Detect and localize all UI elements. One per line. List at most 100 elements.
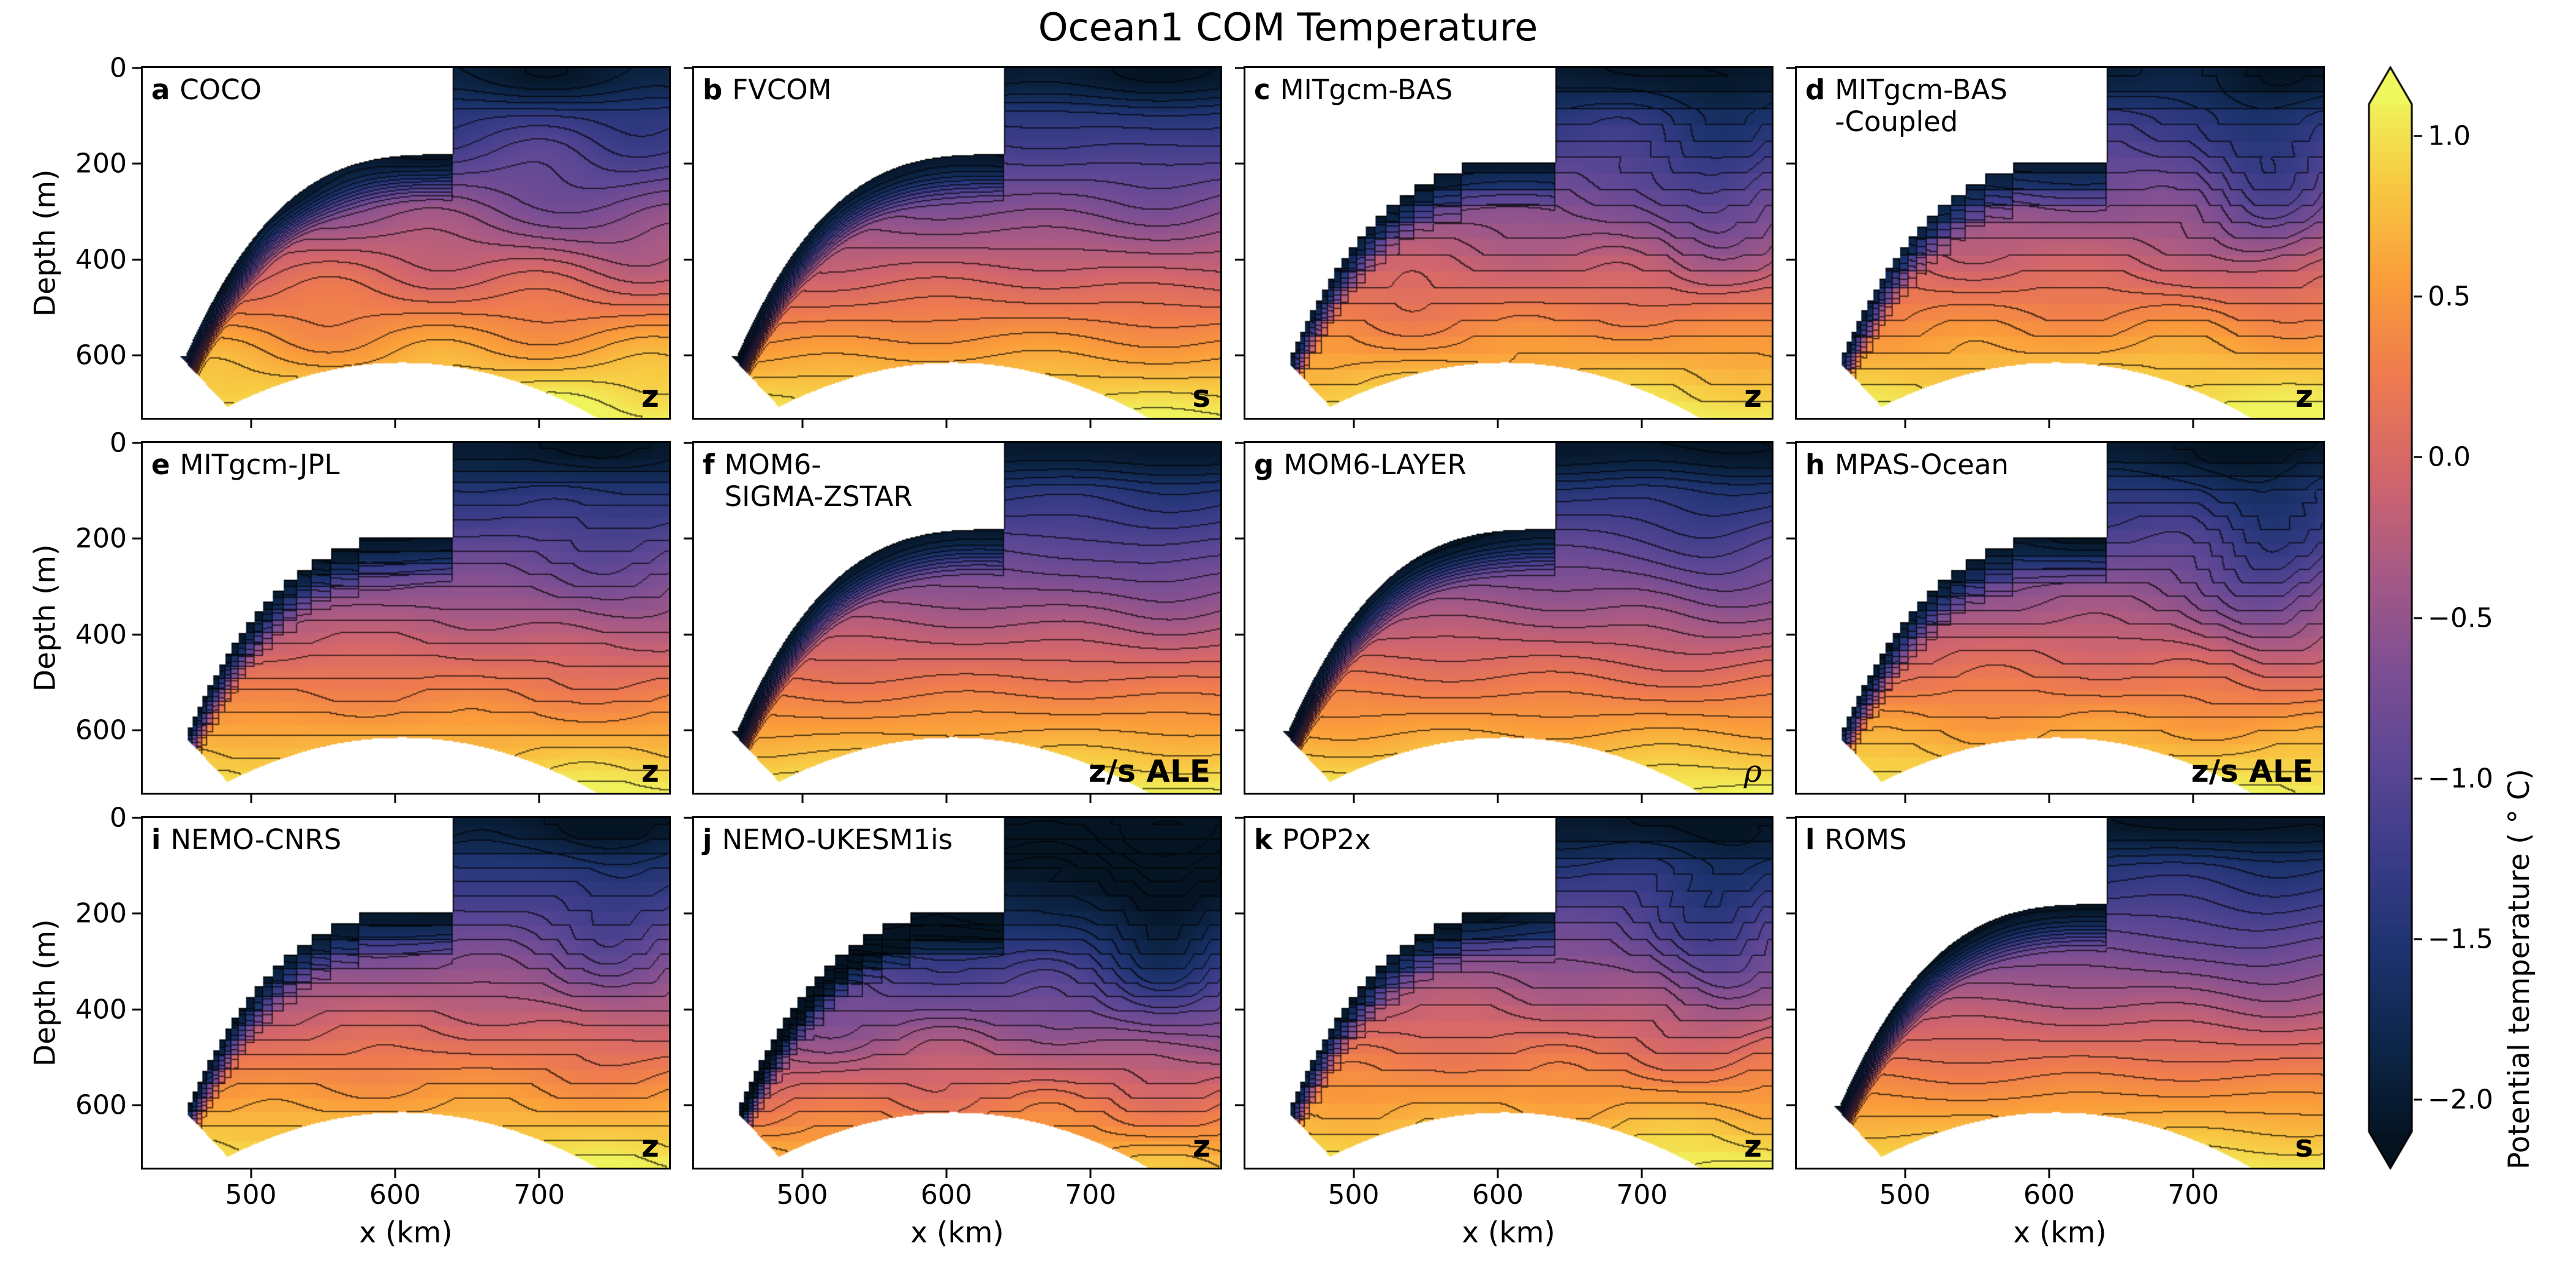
- y-tick-mark: [684, 1104, 692, 1106]
- x-tick-mark: [538, 1169, 540, 1178]
- y-tick-mark: [132, 817, 141, 819]
- x-tick-mark: [1089, 420, 1092, 428]
- y-tick-mark: [132, 67, 141, 69]
- panel-letter: i: [151, 823, 161, 856]
- y-tick-mark: [1235, 1104, 1244, 1106]
- panel-label: c MITgcm-BAS: [1254, 74, 1452, 106]
- model-name: MPAS-Ocean: [1835, 448, 2009, 481]
- temperature-section-canvas: [143, 68, 669, 418]
- vertical-coordinate-tag: s: [2295, 1128, 2313, 1164]
- x-tick-mark: [801, 420, 803, 428]
- colorbar-tick-label: −0.5: [2428, 602, 2493, 633]
- y-tick-mark: [132, 442, 141, 444]
- y-tick-mark: [684, 912, 692, 915]
- x-tick-label: 500: [225, 1179, 277, 1211]
- panel-letter: l: [1805, 823, 1815, 856]
- panel-label: i NEMO-CNRS: [151, 824, 341, 856]
- panel-label: b FVCOM: [703, 74, 832, 106]
- y-tick-mark: [132, 1104, 141, 1106]
- model-name: COCO: [179, 74, 262, 106]
- y-tick-mark: [684, 729, 692, 731]
- x-tick-mark: [1497, 420, 1499, 428]
- y-tick-mark: [132, 633, 141, 636]
- y-tick-mark: [132, 729, 141, 731]
- y-axis-label: Depth (m): [28, 919, 62, 1067]
- x-tick-mark: [1904, 795, 1906, 803]
- vertical-coordinate-tag: z: [1743, 379, 1762, 414]
- colorbar-tick-label: −1.0: [2428, 763, 2493, 795]
- colorbar-tick-mark: [2414, 938, 2422, 940]
- temperature-section-canvas: [1797, 68, 2323, 418]
- panel-nemo-ukesm1is: j NEMO-UKESM1is z 500 600 700 x (km): [684, 816, 1222, 1250]
- panel-mom6-layer: g MOM6-LAYER ρ: [1235, 441, 1773, 803]
- panel-letter: b: [703, 74, 723, 106]
- x-tick-label: 700: [513, 1179, 565, 1211]
- model-name: MOM6-LAYER: [1283, 448, 1467, 481]
- x-tick-mark: [2192, 420, 2194, 428]
- y-tick-mark: [1235, 912, 1244, 915]
- y-axis-label: Depth (m): [28, 169, 62, 317]
- panel-label: e MITgcm-JPL: [151, 449, 339, 481]
- y-tick-mark: [1786, 1104, 1795, 1106]
- y-tick-label: 0: [110, 52, 127, 84]
- x-tick-mark: [1089, 795, 1092, 803]
- colorbar-tick-mark: [2414, 777, 2422, 780]
- model-name: NEMO-CNRS: [170, 823, 342, 856]
- temperature-section-canvas: [1245, 443, 1772, 793]
- panel-letter: j: [703, 823, 712, 856]
- y-tick-mark: [1235, 354, 1244, 357]
- model-name: MITgcm-BAS -Coupled: [1835, 74, 2008, 138]
- y-tick-label: 400: [75, 244, 127, 276]
- y-tick-mark: [684, 259, 692, 261]
- y-tick-mark: [132, 259, 141, 261]
- y-tick-label: 600: [75, 339, 127, 371]
- x-tick-mark: [2192, 795, 2194, 803]
- colorbar-tick-label: −2.0: [2428, 1084, 2493, 1116]
- panel-letter: f: [703, 448, 715, 481]
- vertical-coordinate-tag: s: [1192, 379, 1211, 414]
- panel-mom6-sigma-zstar: f MOM6- SIGMA-ZSTAR z/s ALE: [684, 441, 1222, 803]
- y-tick-mark: [1786, 729, 1795, 731]
- x-tick-mark: [2048, 1169, 2050, 1178]
- x-tick-mark: [945, 795, 948, 803]
- x-tick-mark: [2192, 1169, 2194, 1178]
- temperature-section-canvas: [1797, 818, 2323, 1168]
- x-tick-mark: [1353, 1169, 1354, 1178]
- vertical-coordinate-tag: z: [1192, 1128, 1211, 1164]
- panel-label: a COCO: [151, 74, 262, 106]
- x-axis-label: x (km): [359, 1216, 453, 1250]
- x-tick-mark: [1904, 1169, 1906, 1178]
- colorbar-tick-label: 0.0: [2428, 441, 2471, 473]
- vertical-coordinate-tag: z: [641, 754, 659, 789]
- colorbar-tick-label: 1.0: [2428, 120, 2471, 152]
- colorbar-tick-label: 0.5: [2428, 281, 2471, 312]
- panel-mitgcm-jpl: e MITgcm-JPL z 0 200 400 600 Depth (m): [29, 428, 671, 803]
- panel-fvcom: b FVCOM s: [684, 66, 1222, 428]
- y-tick-mark: [132, 162, 141, 165]
- colorbar-gradient-canvas: [2368, 66, 2413, 1169]
- x-tick-mark: [1904, 420, 1906, 428]
- y-tick-mark: [1235, 729, 1244, 731]
- panel-label: g MOM6-LAYER: [1254, 449, 1467, 481]
- y-tick-label: 600: [75, 1089, 127, 1121]
- y-tick-mark: [1786, 354, 1795, 357]
- panel-mitgcm-bas: c MITgcm-BAS z: [1235, 66, 1773, 428]
- y-tick-label: 0: [110, 802, 127, 834]
- y-tick-mark: [1786, 162, 1795, 165]
- panel-letter: e: [151, 448, 170, 481]
- y-tick-mark: [1235, 67, 1244, 69]
- y-tick-label: 200: [75, 897, 127, 929]
- y-tick-mark: [132, 912, 141, 915]
- y-tick-label: 400: [75, 619, 127, 651]
- y-tick-mark: [1235, 442, 1244, 444]
- figure-title: Ocean1 COM Temperature: [1038, 5, 1538, 50]
- panel-letter: k: [1254, 823, 1272, 856]
- panel-letter: a: [151, 74, 170, 106]
- panel-label: k POP2x: [1254, 824, 1371, 856]
- panel-label: l ROMS: [1805, 824, 1907, 856]
- colorbar-tick-label: −1.5: [2428, 923, 2493, 955]
- x-tick-label: 700: [1065, 1179, 1117, 1211]
- x-tick-mark: [945, 420, 948, 428]
- y-tick-mark: [1235, 633, 1244, 636]
